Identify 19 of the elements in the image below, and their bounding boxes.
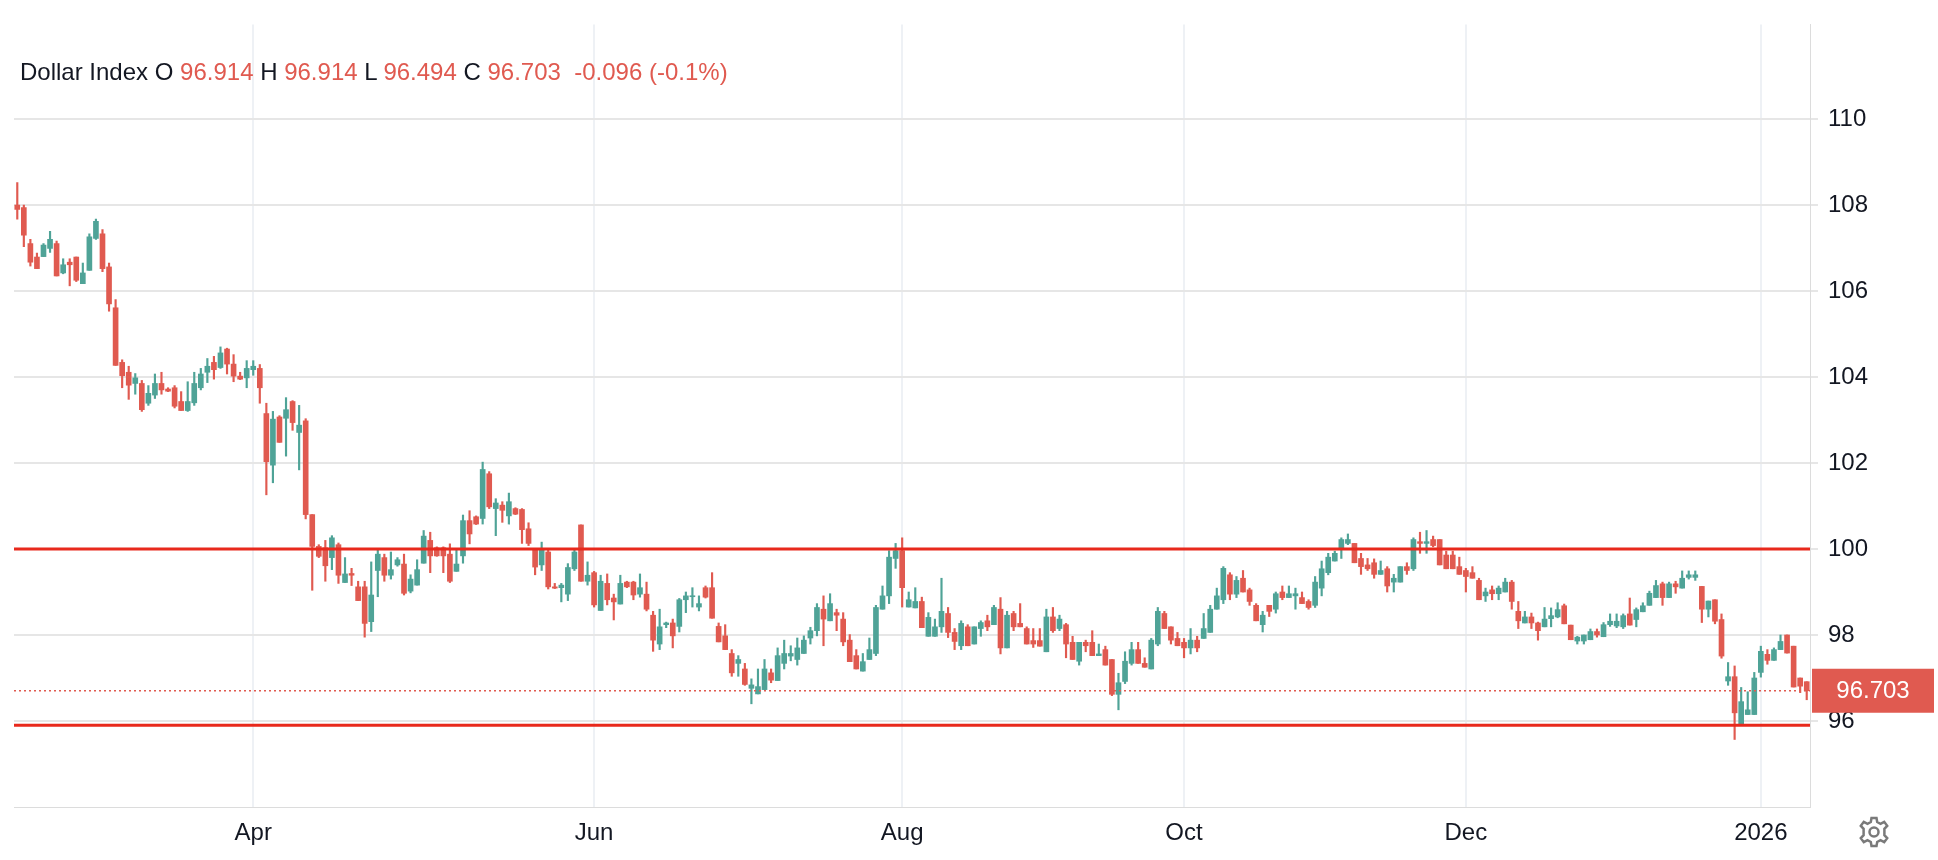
- x-tick-label: Oct: [1165, 818, 1204, 846]
- y-tick-label: 102: [1828, 447, 1869, 475]
- candlestick: [348, 568, 355, 586]
- x-tick-label: Aug: [880, 818, 924, 846]
- x-tick-label: 2026: [1734, 818, 1788, 846]
- y-tick-label: 106: [1828, 275, 1869, 303]
- y-tick-label: 108: [1828, 189, 1869, 217]
- x-tick-label: Apr: [234, 818, 272, 846]
- text: O 96.914 H 96.914 L 96.494 C 96.703 -0.096 (-0.1%): [154, 58, 728, 85]
- text: Dollar Index: [20, 58, 150, 85]
- x-tick-label: Dec: [1444, 818, 1488, 846]
- candlestick: [584, 561, 591, 586]
- y-tick-label: 104: [1828, 361, 1869, 389]
- y-tick-label: 100: [1828, 533, 1869, 561]
- y-tick-label: 110: [1828, 103, 1867, 131]
- x-tick-label: Jun: [574, 818, 614, 846]
- y-tick-label: 98: [1828, 619, 1855, 647]
- ref-line-label: 96.703: [1836, 676, 1910, 704]
- candlestick: [1423, 530, 1430, 554]
